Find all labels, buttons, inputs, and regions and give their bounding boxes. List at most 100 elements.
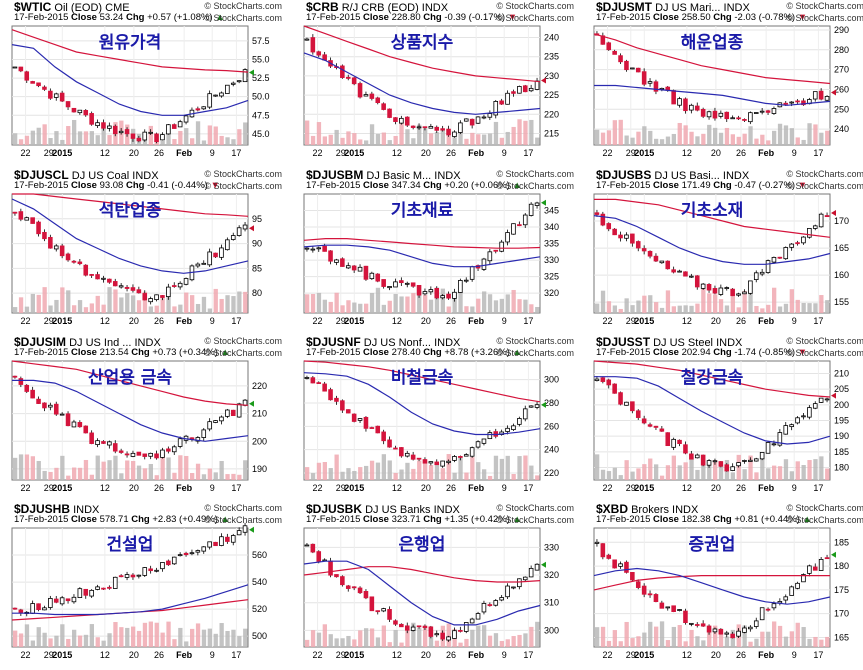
candle xyxy=(171,282,177,288)
candle xyxy=(357,81,363,99)
volume-bar xyxy=(225,295,230,313)
candle xyxy=(83,109,89,117)
candle xyxy=(42,229,47,242)
volume-bar xyxy=(89,303,94,313)
volume-bar xyxy=(305,639,310,647)
exchange: INDX xyxy=(421,2,449,14)
volume-bar xyxy=(648,621,653,647)
arrow-up-icon: ▲ xyxy=(215,12,225,23)
y-tick-label: 220 xyxy=(544,109,559,119)
candle xyxy=(107,278,112,284)
candle xyxy=(136,135,142,143)
candle xyxy=(118,574,124,578)
volume-bar xyxy=(595,129,600,145)
chart-header: $XBD Brokers INDX xyxy=(596,502,698,516)
candle xyxy=(65,101,71,111)
volume-bar xyxy=(595,303,600,313)
volume-bar xyxy=(446,306,451,313)
x-tick-label: 12 xyxy=(682,148,692,158)
candle xyxy=(700,282,706,290)
volume-bar xyxy=(113,622,118,647)
candle xyxy=(118,448,124,454)
candle xyxy=(759,268,765,277)
candle xyxy=(795,99,800,104)
x-tick-label: 26 xyxy=(446,650,456,660)
candle xyxy=(48,234,53,249)
candle xyxy=(730,288,735,297)
candle xyxy=(789,585,794,596)
y-tick-label: 235 xyxy=(544,52,559,62)
x-tick-label: 29 xyxy=(44,316,54,326)
volume-bar xyxy=(428,299,434,313)
volume-bar xyxy=(405,129,410,145)
candle xyxy=(59,90,65,102)
candle xyxy=(416,123,422,130)
candle xyxy=(511,89,516,97)
candle xyxy=(783,246,789,260)
chg-label: Chg xyxy=(713,514,735,525)
close-label: Close xyxy=(71,180,100,191)
plot-frame xyxy=(11,25,249,146)
volume-bar xyxy=(624,460,629,480)
volume-bar xyxy=(190,628,195,647)
volume-bar xyxy=(322,136,327,145)
y-tick-label: 57.5 xyxy=(252,36,270,46)
last-price-marker xyxy=(831,209,836,216)
x-tick-label: 2015 xyxy=(344,483,364,493)
y-tick-label: 540 xyxy=(252,577,267,587)
volume-bar xyxy=(825,636,830,647)
volume-bar xyxy=(665,640,671,647)
candle xyxy=(630,233,635,247)
volume-bar xyxy=(511,289,516,313)
volume-bar xyxy=(54,299,59,313)
watermark: © StockCharts.com xyxy=(496,169,574,179)
volume-bar xyxy=(48,138,53,145)
plot-frame xyxy=(593,25,831,146)
moving-average-long xyxy=(303,360,541,403)
volume-bar xyxy=(654,138,659,145)
candle xyxy=(635,67,641,73)
volume-bar xyxy=(131,626,136,647)
volume-bar xyxy=(328,468,333,480)
volume-bar xyxy=(184,455,189,480)
candle xyxy=(142,453,148,460)
date: 17-Feb-2015 xyxy=(596,180,651,191)
candle xyxy=(399,277,404,287)
chart-subheader: 17-Feb-2015 Close 171.49 Chg -0.47 (-0.2… xyxy=(596,180,807,191)
volume-bar xyxy=(375,133,381,145)
volume-bar xyxy=(387,300,392,313)
candle xyxy=(154,567,159,573)
x-tick-label: 2015 xyxy=(634,316,654,326)
instrument-name: DJ Basic M... xyxy=(366,170,432,182)
volume-bar xyxy=(766,468,771,480)
candle xyxy=(345,409,351,414)
close-value: 228.80 xyxy=(391,12,421,23)
volume-bar xyxy=(328,634,333,647)
candle xyxy=(724,286,730,291)
volume-bar xyxy=(328,134,333,145)
volume-bar xyxy=(470,457,475,480)
candle xyxy=(630,572,635,582)
candle xyxy=(77,587,83,599)
volume-bar xyxy=(184,641,189,647)
volume-bar xyxy=(30,456,35,480)
volume-bar xyxy=(48,471,53,480)
candle xyxy=(393,117,398,125)
candle xyxy=(101,440,106,445)
volume-bar xyxy=(184,128,189,145)
volume-bar xyxy=(423,294,428,313)
y-tick-label: 345 xyxy=(544,206,559,216)
candle xyxy=(375,273,381,283)
candle xyxy=(659,425,665,432)
candle xyxy=(812,401,818,410)
candle xyxy=(624,401,629,406)
volume-bar xyxy=(701,133,706,145)
candle xyxy=(606,41,612,51)
candle xyxy=(118,128,124,135)
y-tick-label: 190 xyxy=(834,431,849,441)
volume-bar xyxy=(316,632,322,647)
candle xyxy=(458,626,463,633)
volume-bar xyxy=(381,454,386,480)
